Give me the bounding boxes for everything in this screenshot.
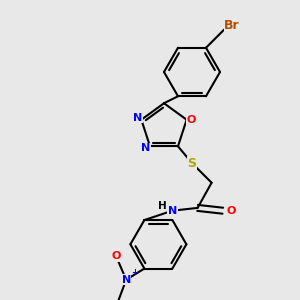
Text: O: O xyxy=(111,251,121,261)
Text: S: S xyxy=(188,157,196,169)
Text: N: N xyxy=(168,206,177,216)
Text: H: H xyxy=(158,201,167,211)
Text: O: O xyxy=(226,206,236,216)
Text: O: O xyxy=(187,115,196,125)
Text: N: N xyxy=(133,113,142,123)
Text: N: N xyxy=(122,275,131,285)
Text: N: N xyxy=(141,143,151,153)
Text: Br: Br xyxy=(224,19,240,32)
Text: +: + xyxy=(131,268,138,277)
